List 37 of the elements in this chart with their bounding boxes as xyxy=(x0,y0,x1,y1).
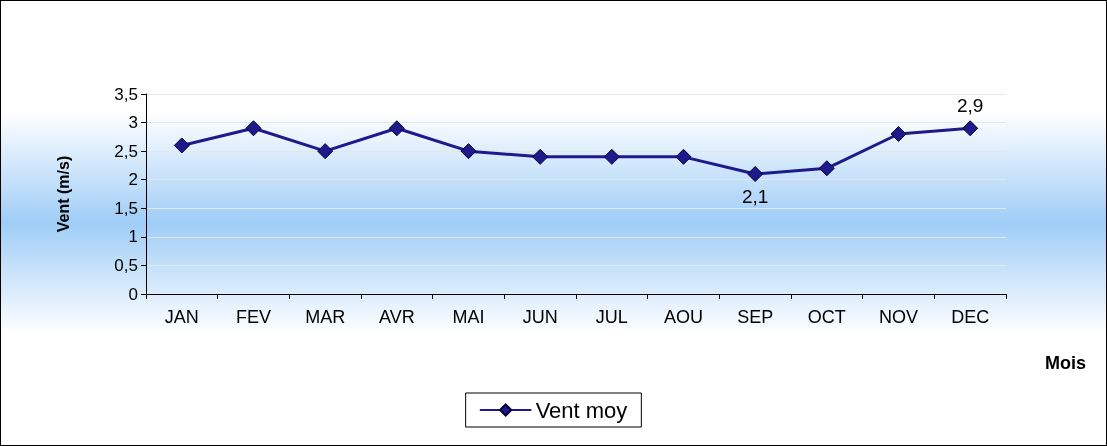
x-tick-label: JUL xyxy=(595,307,628,327)
point xyxy=(245,120,262,137)
data-label: 2,1 xyxy=(741,186,769,207)
y-tick-label: 2,5 xyxy=(114,141,138,161)
x-tick-label: JUN xyxy=(522,307,558,327)
point xyxy=(962,120,979,137)
legend-label: Vent moy xyxy=(535,397,628,423)
point xyxy=(460,143,477,160)
point xyxy=(603,148,620,165)
y-axis-title: Vent (m/s) xyxy=(54,155,72,233)
x-tick-label: DEC xyxy=(951,307,990,327)
point xyxy=(388,120,405,137)
y-tick-label: 3,5 xyxy=(114,84,138,104)
x-tick-label: AOU xyxy=(663,307,704,327)
x-tick-label: MAI xyxy=(452,307,485,327)
point xyxy=(675,148,692,165)
y-tick-label: 1,5 xyxy=(114,198,138,218)
x-tick-label: FEV xyxy=(235,307,272,327)
x-tick-label: JAN xyxy=(164,307,199,327)
y-tick-label: 0 xyxy=(128,284,138,304)
x-tick-label: NOV xyxy=(878,307,919,327)
x-tick-label: AVR xyxy=(378,307,415,327)
point xyxy=(532,148,549,165)
point xyxy=(317,143,334,160)
y-tick-label: 0,5 xyxy=(114,255,138,275)
data-label: 2,9 xyxy=(956,95,984,117)
y-tick-label: 3 xyxy=(128,113,138,133)
point xyxy=(173,137,190,154)
x-axis-title: Mois xyxy=(1044,353,1086,373)
y-tick-label: 2 xyxy=(128,170,138,190)
x-tick-label: MAR xyxy=(305,307,346,327)
x-tick-label: SEP xyxy=(737,307,774,327)
y-tick-label: 1 xyxy=(128,227,138,247)
point xyxy=(818,160,835,177)
x-tick-label: OCT xyxy=(807,307,846,327)
point xyxy=(890,126,907,142)
point xyxy=(747,166,764,182)
